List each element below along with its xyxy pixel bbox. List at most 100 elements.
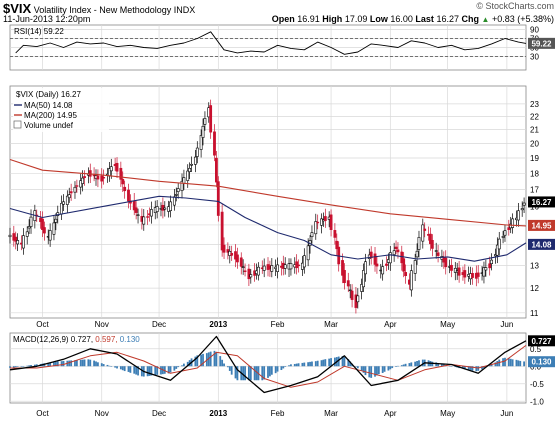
candle-body xyxy=(488,263,492,269)
macd-histogram-bar xyxy=(230,366,233,375)
candle-body xyxy=(182,177,186,184)
macd-histogram-bar xyxy=(236,366,239,381)
macd-histogram-bar xyxy=(356,366,359,369)
x-tick-label-macd: Apr xyxy=(384,409,397,418)
rsi-line xyxy=(15,31,527,55)
macd-histogram-bar xyxy=(263,366,266,380)
macd-histogram-bar xyxy=(47,362,50,367)
candle-body xyxy=(421,224,425,242)
macd-histogram-bar xyxy=(228,366,231,371)
macd-histogram-bar xyxy=(276,366,279,372)
macd-legend: MACD(12,26,9) 0.727, 0.597, 0.130 xyxy=(13,335,140,344)
macd-histogram-bar xyxy=(62,360,65,367)
macd-histogram-bar xyxy=(435,362,438,367)
macd-y-tick-label: -1.0 xyxy=(530,397,544,406)
candle-body xyxy=(457,267,461,276)
candle-body xyxy=(134,207,138,213)
candle-body xyxy=(52,222,56,235)
candle-body xyxy=(262,265,266,271)
candle-body xyxy=(436,252,440,256)
macd-histogram-bar xyxy=(282,366,285,369)
macd-histogram-bar xyxy=(322,359,325,367)
high-value: 17.09 xyxy=(344,14,368,24)
candle-body xyxy=(373,253,377,265)
macd-histogram-bar xyxy=(314,361,317,367)
macd-histogram-bar xyxy=(249,366,252,381)
volume-legend-swatch xyxy=(13,120,22,129)
rsi-legend: RSI(14) 59.22 xyxy=(14,27,64,36)
macd-last-tag: 0.727 xyxy=(531,337,552,346)
macd-histogram-bar xyxy=(517,360,520,367)
price-legend-vix: $VIX (Daily) 16.27 xyxy=(16,90,81,99)
price-y-tick-label: 17 xyxy=(530,186,539,195)
candle-body xyxy=(429,233,432,245)
candle-body xyxy=(417,237,421,250)
candle-body xyxy=(495,244,499,256)
macd-histogram-bar xyxy=(477,366,480,371)
macd-histogram-bar xyxy=(16,366,19,367)
macd-histogram-bar xyxy=(194,356,197,367)
macd-histogram-bar xyxy=(116,366,118,369)
candle-body xyxy=(16,240,20,245)
price-legend-volume: Volume undef xyxy=(24,121,74,130)
candle-body xyxy=(484,267,488,271)
candle-body xyxy=(209,105,213,133)
macd-histogram-bar xyxy=(215,352,218,367)
macd-histogram-bar xyxy=(450,366,453,367)
candle-body xyxy=(75,185,79,187)
candle-body xyxy=(385,263,388,266)
macd-histogram-bar xyxy=(93,360,95,367)
candle-body xyxy=(320,218,323,226)
x-tick-label-price: Dec xyxy=(152,320,166,329)
macd-histogram-bar xyxy=(475,366,478,372)
price-last-tag: 16.27 xyxy=(531,198,552,207)
candle-body xyxy=(236,254,239,263)
macd-histogram-bar xyxy=(421,359,424,367)
macd-histogram-bar xyxy=(137,366,139,376)
macd-histogram-bar xyxy=(368,366,371,378)
macd-histogram-bar xyxy=(26,365,29,367)
candle-body xyxy=(396,249,400,253)
macd-histogram-bar xyxy=(311,361,313,367)
macd-histogram-bar xyxy=(269,366,271,377)
macd-histogram-bar xyxy=(324,359,327,367)
macd-histogram-bar xyxy=(307,362,310,367)
candle-body xyxy=(413,260,417,274)
macd-histogram-bar xyxy=(502,358,504,367)
candle-body xyxy=(27,226,31,229)
candle-body xyxy=(73,186,77,193)
candle-body xyxy=(48,230,52,241)
low-value: 16.00 xyxy=(390,14,413,24)
x-tick-label-price: Nov xyxy=(95,320,109,329)
candle-body xyxy=(335,240,339,250)
candle-body xyxy=(375,263,379,267)
candle-body xyxy=(81,177,85,184)
exchange-label: INDX xyxy=(173,5,196,15)
candle-body xyxy=(471,273,474,278)
date-label: 11-Jun-2013 12:20pm xyxy=(3,14,91,24)
macd-histogram-bar xyxy=(355,365,357,367)
macd-histogram-bar xyxy=(200,354,203,367)
macd-histogram-bar xyxy=(75,360,78,367)
candle-body xyxy=(501,236,505,238)
candle-body xyxy=(195,147,199,157)
candle-body xyxy=(400,251,404,264)
candle-body xyxy=(230,253,234,256)
candle-body xyxy=(249,274,253,278)
macd-histogram-bar xyxy=(140,366,143,377)
rsi-last-tag-bg xyxy=(528,37,555,49)
low-label: Low xyxy=(369,14,388,24)
candle-body xyxy=(520,208,524,211)
candle-body xyxy=(453,267,457,273)
candle-body xyxy=(314,221,318,235)
candle-body xyxy=(121,178,125,185)
candle-body xyxy=(490,259,494,264)
candle-body xyxy=(190,163,193,166)
candle-body xyxy=(511,218,515,228)
candle-body xyxy=(270,265,274,272)
macd-histogram-bar xyxy=(274,366,277,374)
candle-body xyxy=(434,250,438,252)
candle-body xyxy=(102,177,106,179)
